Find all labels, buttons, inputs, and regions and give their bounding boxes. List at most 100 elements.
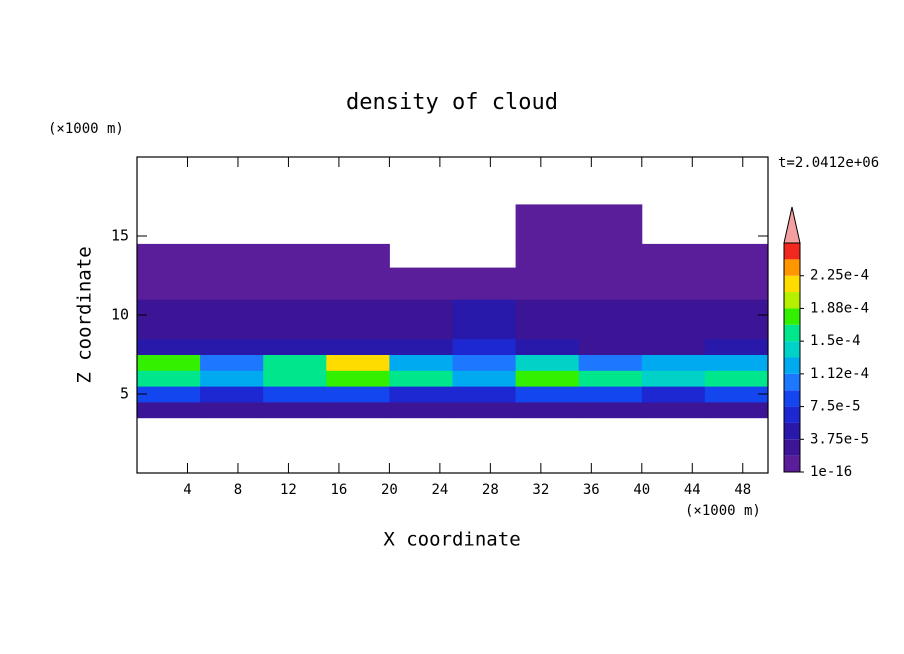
field-cell [263, 299, 327, 340]
colorbar-bin [784, 259, 800, 276]
x-tick-label: 16 [330, 482, 347, 498]
colorbar-bin [784, 390, 800, 407]
y-unit: (×1000 m) [48, 121, 124, 137]
time-annotation: t=2.0412e+06 [778, 155, 879, 171]
field-cell [137, 386, 201, 403]
colorbar-bin [784, 341, 800, 358]
colorbar: 1e-16 3.75e-5 7.5e-5 1.12e-4 1.5e-4 1.88e-4 2.… [783, 206, 869, 480]
field-cell [578, 370, 643, 387]
y-axis-label: Z coordinate [74, 246, 96, 383]
field-cell [704, 386, 769, 403]
colorbar-tick-label: 1.12e-4 [810, 366, 869, 382]
field-cell [326, 267, 390, 300]
field-cell [326, 299, 390, 340]
field-cell [137, 243, 201, 269]
field-cell [641, 299, 706, 340]
field-cell [641, 354, 706, 371]
field-cell [578, 243, 643, 269]
field-cell [137, 354, 201, 371]
x-tick-label: 36 [583, 482, 600, 498]
field-cell [263, 243, 327, 269]
field-cell [452, 370, 517, 387]
field-cell [515, 370, 580, 387]
field-cell [704, 267, 769, 300]
field-cell [578, 267, 643, 300]
field-cell [200, 401, 264, 419]
field-cell [704, 401, 769, 419]
field-cell [641, 267, 706, 300]
colorbar-tick-label: 2.25e-4 [810, 268, 869, 284]
field-cell [515, 338, 580, 355]
colorbar-bin [784, 422, 800, 440]
field-cell [326, 338, 390, 355]
field-cell [452, 267, 517, 300]
field-cell [452, 338, 517, 355]
x-tick-label: 4 [183, 482, 191, 498]
field-cell [641, 401, 706, 419]
field-cell [515, 354, 580, 371]
field-cell [200, 267, 264, 300]
colorbar-tick-label: 7.5e-5 [810, 399, 861, 415]
field-cell [200, 386, 264, 403]
field-cell [578, 386, 643, 403]
field-cell [515, 243, 580, 269]
colorbar-bin [784, 275, 800, 293]
colorbar-bin [784, 406, 800, 423]
field-cell [263, 267, 327, 300]
field-cell [704, 338, 769, 355]
field-cell [641, 386, 706, 403]
field-cell [578, 338, 643, 355]
field-cell [326, 401, 390, 419]
contour-field [137, 204, 769, 419]
field-cell [200, 370, 264, 387]
field-cell [200, 243, 264, 269]
field-cell [389, 267, 453, 300]
field-cell [578, 204, 643, 245]
field-cell [515, 204, 580, 245]
field-cell [452, 354, 517, 371]
colorbar-bin [784, 292, 800, 309]
field-cell [263, 354, 327, 371]
colorbar-bin [784, 324, 800, 342]
field-cell [578, 354, 643, 371]
field-cell [704, 354, 769, 371]
field-cell [326, 243, 390, 269]
field-cell [389, 338, 453, 355]
field-cell [641, 243, 706, 269]
colorbar-bin [784, 357, 800, 374]
field-cell [263, 338, 327, 355]
colorbar-tick-label: 1e-16 [810, 464, 852, 480]
x-tick-label: 32 [532, 482, 549, 498]
field-cell [389, 370, 453, 387]
field-cell [326, 370, 390, 387]
field-cell [389, 386, 453, 403]
field-cell [200, 354, 264, 371]
colorbar-bin [784, 439, 800, 456]
colorbar-bin [784, 243, 800, 260]
x-tick-label: 8 [234, 482, 242, 498]
field-cell [263, 401, 327, 419]
field-cell [389, 299, 453, 340]
x-unit: (×1000 m) [685, 503, 761, 519]
field-cell [137, 370, 201, 387]
field-cell [137, 401, 201, 419]
field-cell [515, 386, 580, 403]
colorbar-bin [784, 308, 800, 325]
field-cell [137, 338, 201, 355]
field-cell [389, 354, 453, 371]
field-cell [389, 401, 453, 419]
x-tick-label: 24 [431, 482, 448, 498]
field-cell [263, 370, 327, 387]
field-cell [641, 370, 706, 387]
colorbar-bin [784, 455, 800, 472]
colorbar-tick-label: 1.5e-4 [810, 333, 861, 349]
field-cell [200, 299, 264, 340]
x-axis-label: X coordinate [383, 529, 520, 551]
x-tick-label: 20 [381, 482, 398, 498]
x-tick-label: 48 [734, 482, 751, 498]
colorbar-bin [784, 373, 800, 391]
field-cell [578, 299, 643, 340]
field-cell [704, 243, 769, 269]
